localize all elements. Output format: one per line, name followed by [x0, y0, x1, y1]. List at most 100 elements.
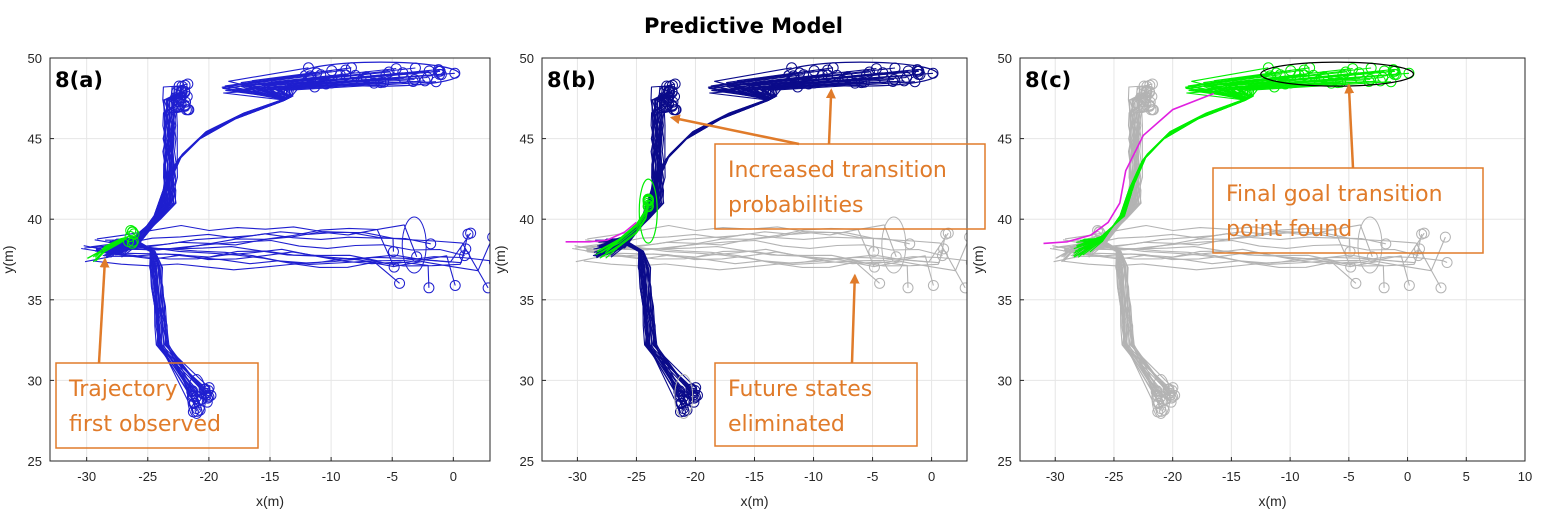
- trajectory-endpoint: [1439, 231, 1451, 243]
- series-east: [572, 224, 967, 294]
- panel-label: 8(b): [547, 68, 596, 92]
- axes-frame: [1019, 57, 1526, 462]
- goal-ellipse-south: [1151, 374, 1171, 420]
- trajectory-endpoint: [666, 100, 678, 112]
- trajectory-endpoint: [1403, 279, 1415, 291]
- observed-track: [1043, 92, 1215, 245]
- trajectory-endpoint: [1274, 69, 1286, 81]
- series-observed: [595, 193, 654, 259]
- trajectory-endpoint: [1155, 403, 1167, 415]
- trajectory-endpoint: [874, 277, 886, 289]
- trajectory-line: [603, 239, 684, 409]
- annotation-arrow: [825, 88, 836, 145]
- x-tick-label: -30: [1046, 469, 1065, 484]
- trajectory-endpoint: [858, 76, 870, 88]
- annotation: Final goal transition point found: [1212, 83, 1484, 254]
- y-axis-label: y(m): [492, 246, 508, 274]
- trajectory-endpoint: [964, 232, 967, 242]
- trajectory-line: [1079, 243, 1164, 401]
- annotation-box: [1212, 167, 1484, 254]
- trajectory-endpoint: [423, 282, 435, 294]
- x-axis-label: x(m): [1259, 493, 1287, 509]
- trajectories: [1043, 61, 1453, 420]
- x-tick-label: -15: [261, 469, 280, 484]
- trajectory-endpoint: [1157, 394, 1169, 406]
- goal-ellipse-northeast: [783, 61, 939, 87]
- trajectory-endpoint: [334, 69, 346, 81]
- x-tick-label: -10: [1281, 469, 1300, 484]
- trajectory-endpoint: [176, 80, 188, 92]
- trajectory-line: [121, 101, 180, 245]
- x-tick-label: -30: [568, 469, 587, 484]
- plot-area: [1020, 58, 1525, 461]
- trajectory-endpoint: [965, 259, 967, 266]
- x-tick-label: -25: [138, 469, 157, 484]
- trajectory-endpoint: [942, 227, 954, 239]
- trajectory-line: [120, 85, 183, 255]
- x-tick-label: -20: [686, 469, 705, 484]
- annotation-text: probabilities: [728, 193, 863, 218]
- y-tick-label: 45: [520, 132, 534, 147]
- trajectory-endpoint: [193, 394, 205, 406]
- y-tick-label: 25: [520, 454, 534, 469]
- trajectory-endpoint: [902, 282, 914, 294]
- x-tick-label: -20: [199, 469, 218, 484]
- x-tick-label: -5: [867, 469, 879, 484]
- annotation-text: point found: [1226, 217, 1352, 242]
- x-tick-label: -25: [627, 469, 646, 484]
- trajectory-line: [1080, 239, 1162, 409]
- trajectory-endpoint: [849, 77, 861, 89]
- series-south: [102, 239, 217, 418]
- trajectory-line: [120, 91, 186, 257]
- annotation: Trajectory first observed: [55, 257, 259, 449]
- trajectory-line: [609, 85, 670, 255]
- trajectory-endpoint: [1337, 69, 1349, 81]
- y-axis-label: y(m): [970, 246, 986, 274]
- trajectory-endpoint: [664, 86, 676, 98]
- trajectory-line: [604, 200, 649, 254]
- annotation-arrow: [97, 257, 110, 364]
- trajectory-line: [107, 240, 193, 397]
- trajectory-line: [113, 239, 197, 409]
- x-tick-label: 0: [928, 469, 935, 484]
- x-tick-label: 5: [1463, 469, 1470, 484]
- x-tick-label: 0: [450, 469, 457, 484]
- x-axis-label: x(m): [256, 493, 284, 509]
- trajectory-endpoint: [460, 243, 472, 255]
- trajectory-endpoint: [1350, 277, 1362, 289]
- trajectory-endpoint: [642, 195, 654, 207]
- trajectory-line: [93, 257, 400, 284]
- trajectory-endpoint: [179, 100, 191, 112]
- trajectory-endpoint: [183, 104, 195, 116]
- trajectory-line: [587, 224, 966, 289]
- annotation: Increased transition probabilities: [669, 88, 986, 230]
- trajectory-endpoint: [1414, 243, 1426, 255]
- trajectory-endpoint: [959, 282, 967, 294]
- trajectory-line: [597, 240, 681, 397]
- trajectory-endpoint: [186, 386, 198, 398]
- trajectory-endpoint: [680, 394, 692, 406]
- annotation-text: eliminated: [728, 412, 845, 437]
- trajectory-endpoint: [912, 68, 924, 80]
- trajectory-line: [600, 205, 649, 258]
- trajectories: [81, 61, 490, 420]
- annotation-arrow: [1344, 83, 1355, 169]
- annotation-box: [714, 143, 986, 230]
- x-tick-label: 0: [1404, 469, 1411, 484]
- trajectory-endpoint: [664, 80, 676, 92]
- trajectory-line: [601, 241, 692, 390]
- y-tick-label: 40: [998, 212, 1012, 227]
- annotation-text: Trajectory: [68, 377, 178, 402]
- y-tick-label: 40: [520, 212, 534, 227]
- trajectory-line: [111, 243, 200, 401]
- trajectory-endpoint: [1435, 282, 1447, 294]
- x-tick-label: -10: [322, 469, 341, 484]
- trajectory-endpoint: [1141, 80, 1153, 92]
- y-tick-label: 45: [998, 132, 1012, 147]
- trajectory-endpoint: [394, 277, 406, 289]
- y-axis-label: y(m): [0, 246, 16, 274]
- trajectory-endpoint: [488, 259, 490, 266]
- goal-ellipse-south: [674, 374, 694, 420]
- annotation-arrow: [849, 273, 860, 364]
